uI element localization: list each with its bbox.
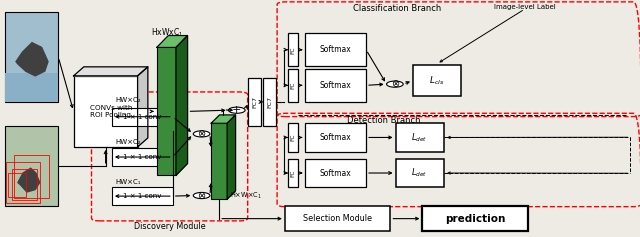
Text: ⊗: ⊗ [198, 129, 205, 139]
Polygon shape [157, 36, 188, 47]
Bar [12, 169, 37, 200]
Bar [422, 206, 528, 231]
Text: prediction: prediction [445, 214, 506, 224]
Bar [8, 173, 26, 197]
Circle shape [387, 81, 403, 87]
Bar [396, 123, 444, 152]
Bar [74, 76, 138, 147]
Text: HxWxC$_1$: HxWxC$_1$ [152, 27, 184, 39]
Bar [413, 65, 461, 96]
Bar [5, 12, 58, 102]
Bar [263, 78, 276, 126]
Text: 1 × 1 conv: 1 × 1 conv [124, 193, 161, 199]
Polygon shape [138, 67, 148, 147]
Polygon shape [211, 115, 236, 123]
Text: 1 × 1 conv: 1 × 1 conv [124, 114, 161, 120]
Text: $L_{det}$: $L_{det}$ [412, 167, 428, 179]
Bar [305, 69, 366, 102]
Text: Discovery Module: Discovery Module [134, 222, 205, 231]
Polygon shape [16, 43, 48, 76]
Bar [305, 33, 366, 66]
Text: Softmax: Softmax [320, 169, 351, 178]
Text: FC: FC [291, 46, 296, 54]
Bar [5, 73, 58, 102]
Text: Detection Branch: Detection Branch [348, 116, 420, 125]
Text: Softmax: Softmax [320, 45, 351, 54]
Polygon shape [227, 115, 236, 199]
Bar [288, 159, 298, 187]
Text: ⊗: ⊗ [391, 79, 399, 89]
Polygon shape [18, 168, 40, 192]
Bar [305, 123, 366, 152]
Bar [6, 162, 40, 203]
Text: H×W×C$_1$: H×W×C$_1$ [230, 190, 262, 201]
Text: HW×C₂: HW×C₂ [115, 139, 141, 145]
Bar [288, 123, 298, 152]
Bar [248, 78, 261, 126]
Text: FC7: FC7 [252, 96, 257, 108]
Text: Image-level Label: Image-level Label [494, 4, 556, 10]
Bar [288, 33, 298, 66]
Text: Softmax: Softmax [320, 133, 351, 142]
Bar [14, 155, 49, 198]
Text: CONVs with
ROI Pooling: CONVs with ROI Pooling [90, 105, 132, 118]
Polygon shape [176, 36, 188, 175]
Polygon shape [74, 67, 148, 76]
Bar [288, 69, 298, 102]
Text: HW×C₂: HW×C₂ [115, 97, 141, 103]
Text: $L_{det}$: $L_{det}$ [412, 131, 428, 144]
Text: HW×C₁: HW×C₁ [115, 179, 141, 185]
Circle shape [228, 107, 245, 113]
Bar [285, 206, 390, 231]
Text: Classification Branch: Classification Branch [353, 4, 441, 13]
Bar [5, 126, 58, 206]
Bar [211, 123, 227, 199]
Text: FC: FC [291, 169, 296, 177]
Text: FC: FC [291, 82, 296, 89]
Text: Selection Module: Selection Module [303, 214, 372, 223]
Text: 1 × 1 conv: 1 × 1 conv [124, 154, 161, 160]
Circle shape [193, 131, 210, 137]
Bar [112, 187, 173, 205]
Text: +: + [232, 105, 241, 115]
Bar [112, 148, 173, 166]
Bar [305, 159, 366, 187]
Circle shape [193, 192, 210, 199]
Bar [157, 47, 176, 175]
Text: ⊗: ⊗ [198, 191, 205, 201]
Text: $L_{cls}$: $L_{cls}$ [429, 74, 445, 87]
Bar [396, 159, 444, 187]
Text: Softmax: Softmax [320, 81, 351, 90]
Bar [112, 108, 173, 126]
Text: FC: FC [291, 134, 296, 141]
Text: FC7: FC7 [267, 96, 272, 108]
